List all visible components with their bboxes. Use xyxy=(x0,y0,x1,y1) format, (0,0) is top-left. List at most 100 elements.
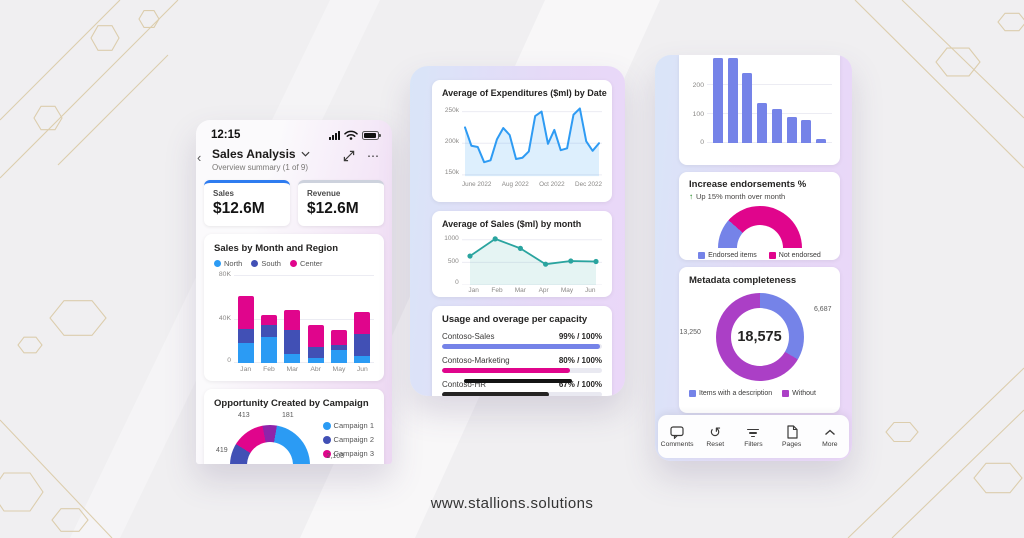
bar[interactable] xyxy=(757,103,768,143)
legend-item[interactable]: North xyxy=(214,259,242,268)
line-chart[interactable] xyxy=(461,233,602,285)
chart-card-endorsements-gauge[interactable]: Increase endorsements % ↑ Up 15% month o… xyxy=(679,172,840,260)
y-axis-label: 0 xyxy=(455,279,459,286)
bar-segment[interactable] xyxy=(260,336,277,363)
bar[interactable] xyxy=(786,116,797,143)
progress-fill xyxy=(442,392,550,396)
toolbar-comments-button[interactable]: Comments xyxy=(660,425,694,448)
y-axis-label: 500 xyxy=(447,258,459,265)
bar-segment[interactable] xyxy=(330,345,347,350)
more-icon[interactable]: ⋯ xyxy=(367,149,380,163)
bar[interactable] xyxy=(815,138,826,143)
usage-row[interactable]: Contoso-HR 67% / 100% xyxy=(442,380,602,396)
x-axis-labels: June 2022 Aug 2022 Oct 2022 Dec 2022 xyxy=(462,181,602,188)
chart-title: Opportunity Created by Campaign xyxy=(214,398,369,409)
chart-card-sales-by-month[interactable]: Average of Sales ($ml) by month 1000 500… xyxy=(432,211,612,297)
back-chevron-icon[interactable]: ‹ xyxy=(197,150,202,165)
bar[interactable] xyxy=(713,57,723,143)
usage-row[interactable]: Contoso-Marketing 80% / 100% xyxy=(442,356,602,373)
toolbar-pages-button[interactable]: Pages xyxy=(775,425,809,448)
bar-segment[interactable] xyxy=(260,324,277,337)
legend-item[interactable]: South xyxy=(251,259,281,268)
data-point[interactable] xyxy=(492,236,498,242)
bar[interactable] xyxy=(742,72,753,143)
chart-card-opportunity-by-campaign[interactable]: Opportunity Created by Campaign 419 413 … xyxy=(204,389,384,464)
capacity-value: 80% / 100% xyxy=(558,356,602,365)
data-point[interactable] xyxy=(593,258,599,265)
bar-segment[interactable] xyxy=(237,328,254,344)
phone-panel-sales-analysis: 12:15 ‹ Sales Analysis xyxy=(196,120,392,464)
line-chart[interactable] xyxy=(462,104,602,178)
filter-icon xyxy=(747,427,760,438)
toolbar-more-button[interactable]: More xyxy=(813,425,847,448)
bar-column[interactable] xyxy=(354,312,371,363)
chevron-down-icon[interactable] xyxy=(301,151,310,157)
legend-item[interactable]: Campaign 3 xyxy=(322,449,374,458)
bar-segment[interactable] xyxy=(354,312,371,335)
expand-icon[interactable] xyxy=(343,150,355,162)
legend-item[interactable]: Campaign 4 xyxy=(322,463,374,464)
x-axis-label: Apr xyxy=(538,287,549,294)
comment-icon xyxy=(670,425,684,439)
data-label: 2,108 xyxy=(326,453,344,460)
chevron-up-icon xyxy=(824,429,835,435)
legend-item[interactable]: Not endorsed xyxy=(768,252,821,259)
chart-card-bar[interactable]: 0 100 200 xyxy=(679,55,840,165)
watermark-url: www.stallions.solutions xyxy=(430,495,594,512)
bar[interactable] xyxy=(727,57,738,143)
data-point[interactable] xyxy=(517,245,523,251)
chart-card-expenditures[interactable]: Average of Expenditures ($ml) by Date 25… xyxy=(432,80,612,202)
usage-row-header: Contoso-HR 67% / 100% xyxy=(442,380,602,389)
kpi-card-revenue[interactable]: Revenue $12.6M xyxy=(298,180,384,226)
usage-row[interactable]: Contoso-Sales 99% / 100% xyxy=(442,332,602,349)
legend-label: Center xyxy=(299,259,323,268)
legend-item[interactable]: Endorsed items xyxy=(698,252,757,259)
bar-column[interactable] xyxy=(260,314,277,363)
usage-row-header: Contoso-Marketing 80% / 100% xyxy=(442,356,602,365)
bar-segment[interactable] xyxy=(307,357,324,363)
phone-panel-endorsements: 0 100 200 Increase endorsements % ↑ Up 1… xyxy=(655,55,852,461)
bar-segment[interactable] xyxy=(237,295,254,329)
chart-legend: Campaign 1 Campaign 2 Campaign 3 Campaig… xyxy=(322,421,374,464)
legend-item[interactable]: Without xyxy=(782,390,816,397)
data-point[interactable] xyxy=(567,258,574,264)
legend-item[interactable]: Center xyxy=(289,259,323,268)
kpi-card-sales[interactable]: Sales $12.6M xyxy=(204,180,290,226)
bar[interactable] xyxy=(801,119,812,143)
data-point[interactable] xyxy=(542,261,548,267)
report-title[interactable]: Sales Analysis xyxy=(212,147,296,161)
toolbar-reset-button[interactable]: ↺ Reset xyxy=(706,424,725,448)
bar-segment[interactable] xyxy=(284,310,301,331)
bar-segment[interactable] xyxy=(284,330,301,355)
bar-column[interactable] xyxy=(330,330,347,363)
chart-card-metadata-completeness[interactable]: Metadata completeness 18,575 6,687 13,25… xyxy=(679,267,840,413)
bar-segment[interactable] xyxy=(330,330,347,346)
chart-title: Metadata completeness xyxy=(689,275,797,286)
legend-item[interactable]: Campaign 2 xyxy=(322,435,374,444)
bar-segment[interactable] xyxy=(307,324,324,347)
bar-segment[interactable] xyxy=(354,356,371,363)
legend-dot xyxy=(322,435,331,444)
bar-segment[interactable] xyxy=(307,346,324,358)
bar-segment[interactable] xyxy=(260,314,277,325)
toolbar-filters-button[interactable]: Filters xyxy=(736,425,770,448)
bar-segment[interactable] xyxy=(284,354,301,363)
bar-segment[interactable] xyxy=(330,349,347,363)
bar-segment[interactable] xyxy=(354,334,371,357)
status-bar: 12:15 xyxy=(196,120,392,141)
bar[interactable] xyxy=(771,109,782,143)
chart-card-sales-by-month-region[interactable]: Sales by Month and Region North South Cent… xyxy=(204,234,384,381)
bar-segment[interactable] xyxy=(237,343,254,363)
data-point[interactable] xyxy=(467,253,473,259)
report-subtitle: Overview summary (1 of 9) xyxy=(212,163,309,172)
x-axis-label: Jun xyxy=(585,287,596,294)
stacked-bar-plot: 80K 40K 0 xyxy=(219,271,374,364)
legend-item[interactable]: Items with a description xyxy=(689,390,772,397)
bar-column[interactable] xyxy=(237,295,254,363)
usage-row-header: Contoso-Sales 99% / 100% xyxy=(442,332,602,341)
bar-column[interactable] xyxy=(307,324,324,363)
x-axis-label: Abr xyxy=(310,366,321,373)
bar-column[interactable] xyxy=(284,310,301,363)
legend-item[interactable]: Campaign 1 xyxy=(322,421,374,430)
